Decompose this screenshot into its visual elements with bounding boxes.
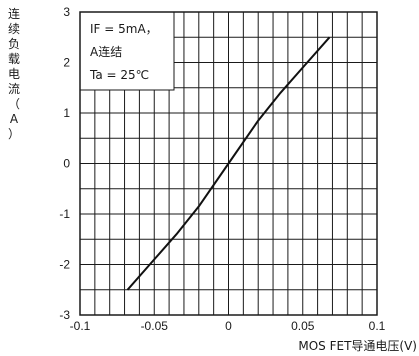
y-axis-label: 连续负载电流（ A） [8,6,20,141]
x-tick-label: 0 [225,319,232,333]
y-tick-label: 1 [63,106,70,120]
series-layer [126,36,331,291]
x-axis-label: MOS FET导通电压(V) [298,339,417,353]
condition-text: IF = 5mA， [90,22,158,36]
tick-labels: -0.1 -0.05 0 0.05 0.1 3 2 1 0 -1 -2 -3 [59,5,385,333]
series-line [126,36,331,291]
x-tick-label: 0.05 [291,319,315,333]
condition-text: Ta = 25℃ [89,68,149,82]
y-tick-label: 0 [63,157,70,171]
y-tick-label: 3 [63,5,70,19]
plot-border [79,11,378,316]
y-tick-label: -3 [59,308,70,322]
y-tick-label: -2 [59,258,70,272]
axis-labels: MOS FET导通电压(V) 连续负载电流（ A） [8,6,417,353]
x-tick-label: -0.1 [70,319,91,333]
x-tick-label: -0.05 [141,319,169,333]
condition-text: A连结 [90,44,122,59]
y-tick-label: 2 [63,56,70,70]
x-tick-label: 0.1 [369,319,386,333]
plot-frame [79,11,378,316]
conditions-box [79,11,175,91]
legend-box: IF = 5mA， A连结 Ta = 25℃ [79,11,175,91]
y-tick-label: -1 [59,207,70,221]
